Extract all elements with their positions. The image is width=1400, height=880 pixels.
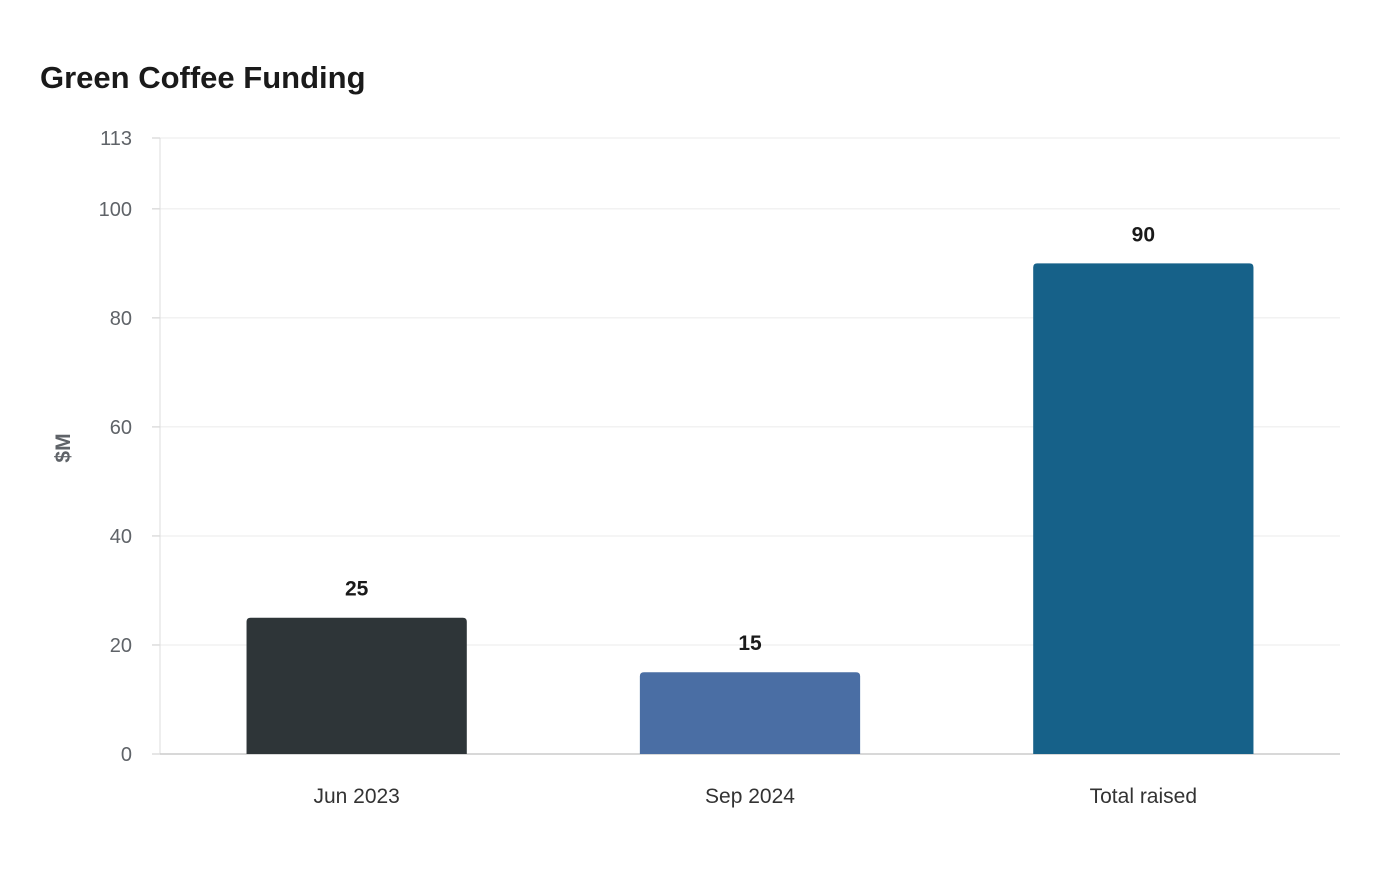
bar-total-raised [1033, 263, 1254, 754]
y-axis-title: $M [52, 433, 75, 462]
bar-jun-2023 [246, 617, 467, 754]
x-tick-label: Sep 2024 [705, 785, 795, 808]
y-tick-label: 20 [110, 635, 132, 657]
bar-sep-2024 [639, 672, 861, 754]
y-tick-label: 100 [99, 199, 132, 221]
bars [246, 263, 1254, 754]
x-tick-label: Jun 2023 [313, 785, 399, 808]
data-label: 25 [345, 578, 369, 601]
labels: 0 20 40 60 80 100 113 $M 25 Jun 2023 15 Sep 2024 90 T… [52, 128, 1197, 808]
chart-title: Green Coffee Funding [40, 60, 366, 95]
y-tick-label: 40 [110, 526, 132, 548]
x-tick-label: Total raised [1090, 785, 1197, 808]
y-tick-label: 80 [110, 308, 132, 330]
data-label: 15 [738, 632, 762, 655]
y-tick-label: 0 [121, 744, 132, 766]
y-tick-label: 113 [100, 128, 132, 150]
data-label: 90 [1132, 223, 1155, 246]
y-tick-label: 60 [110, 417, 132, 439]
